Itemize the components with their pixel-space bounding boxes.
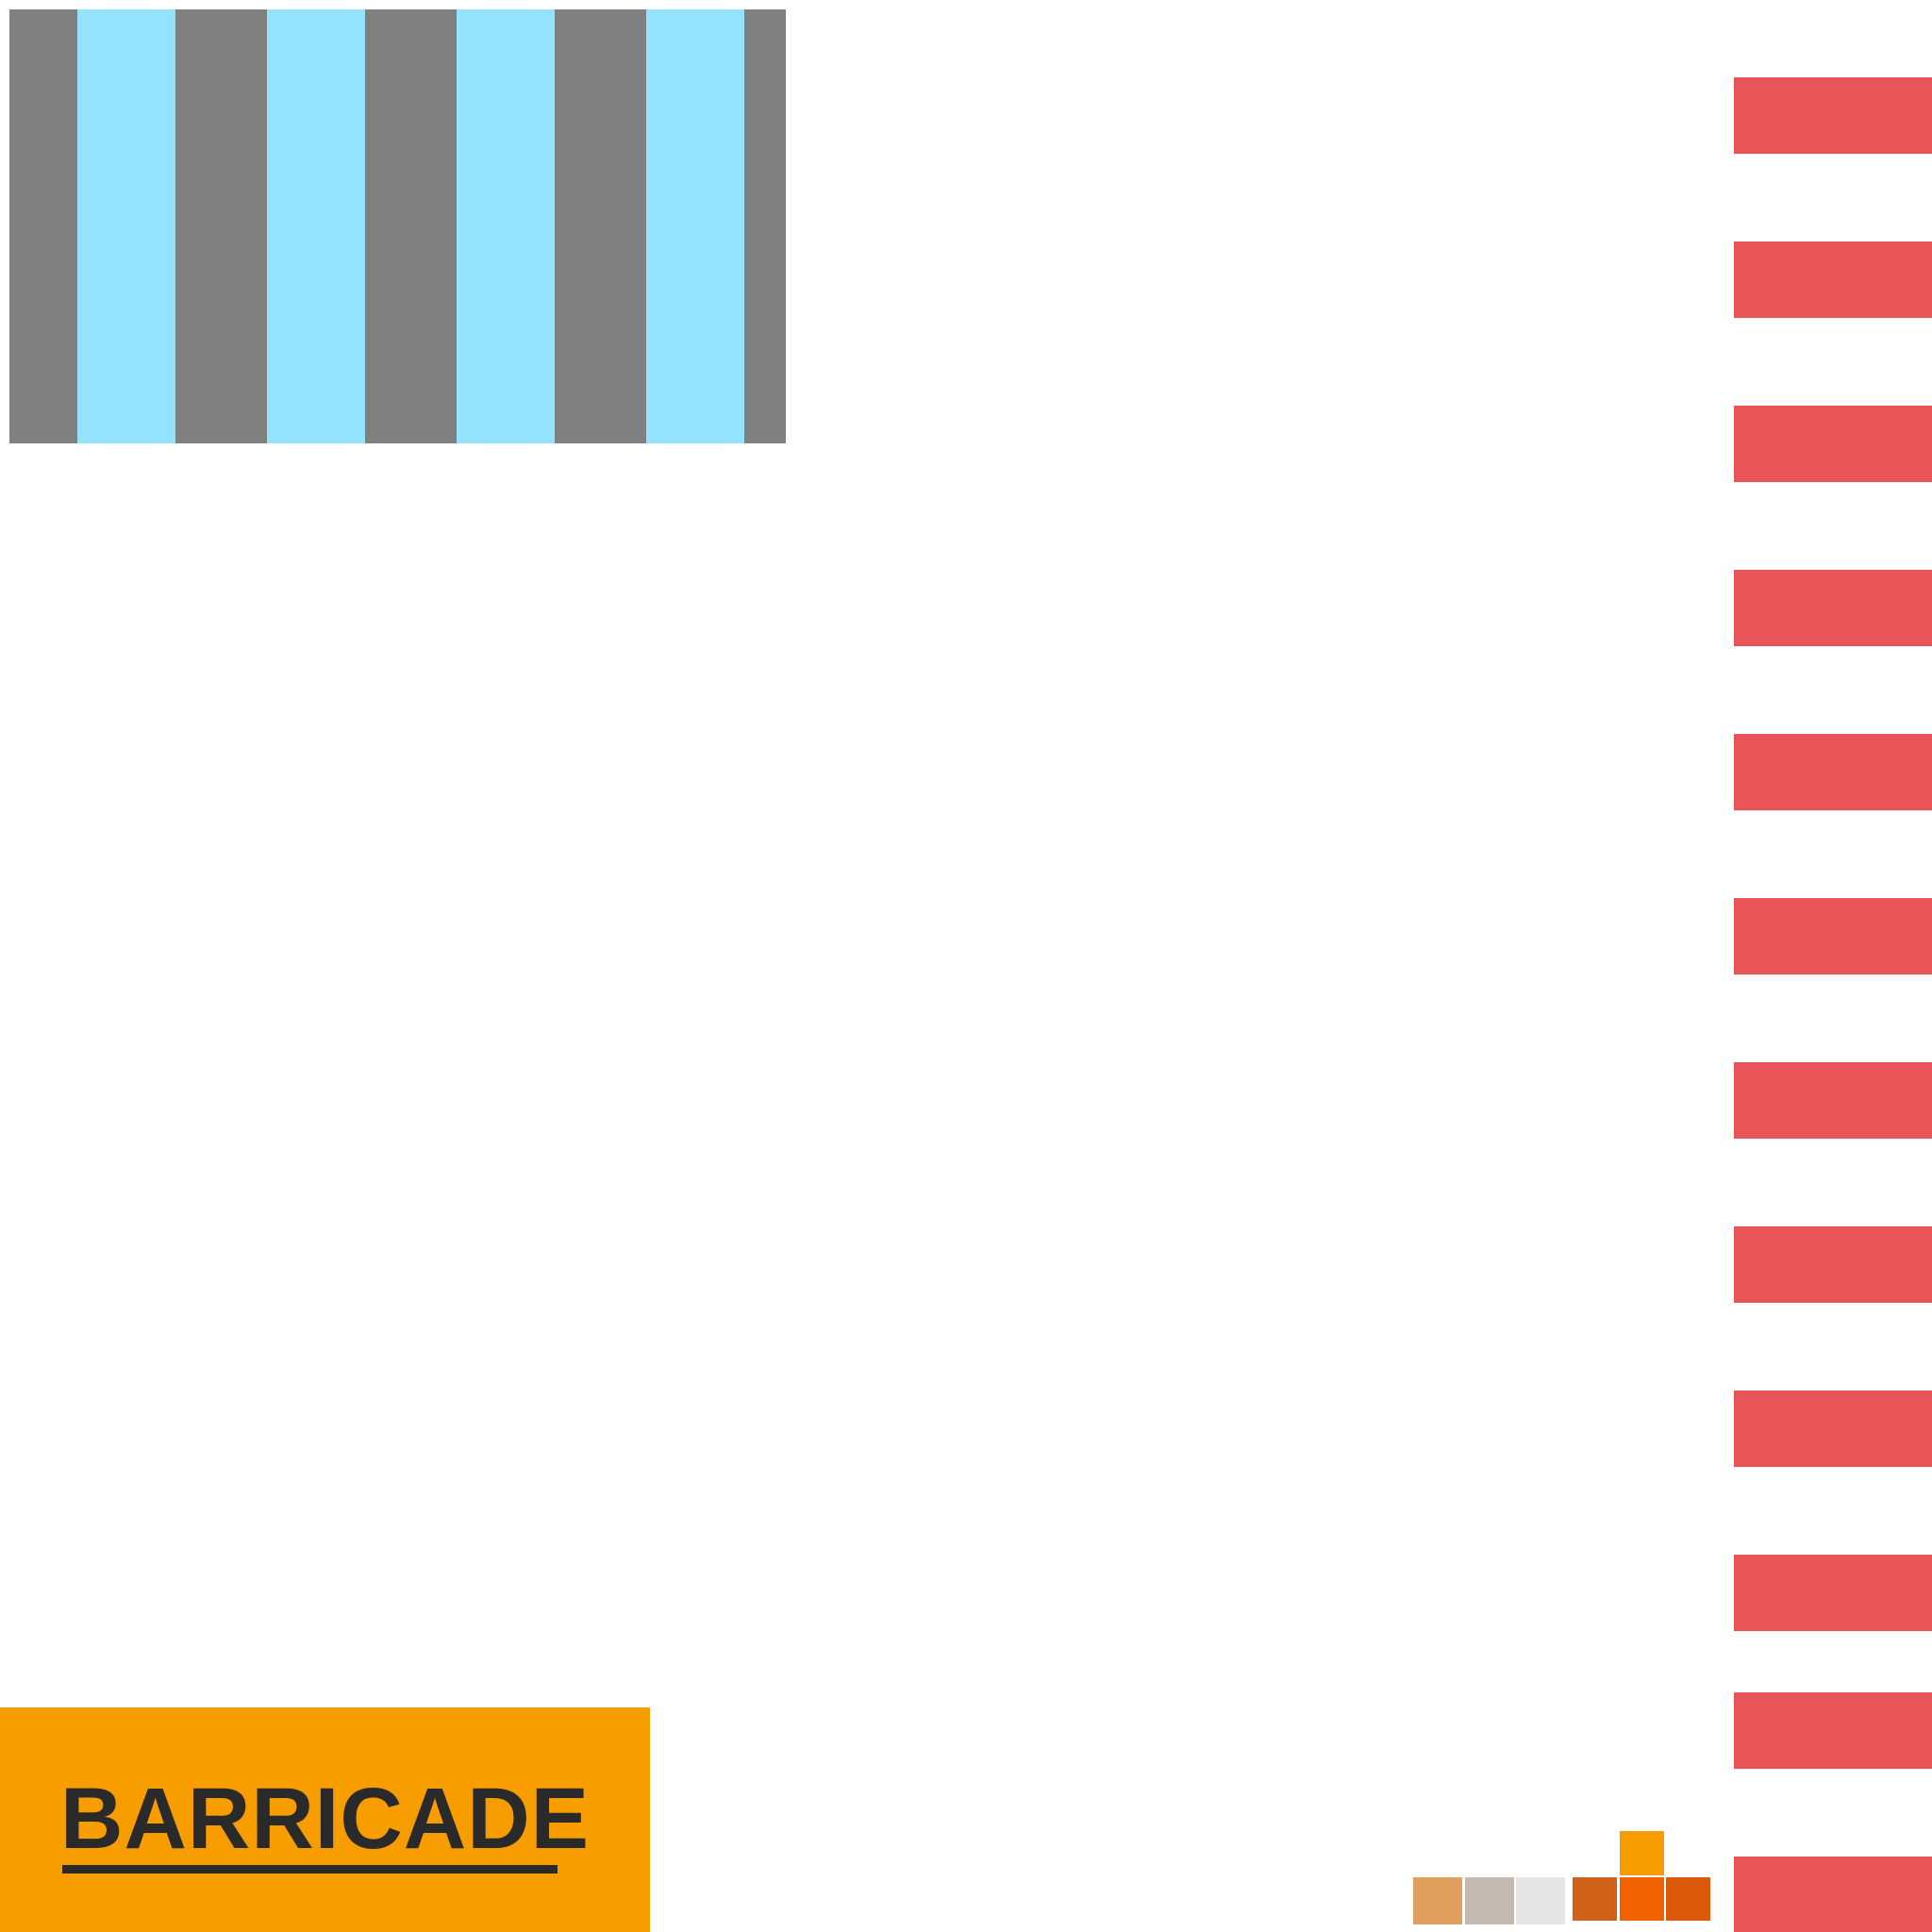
rail-dash [1734, 1062, 1932, 1139]
rail-dash [1734, 1555, 1932, 1631]
rail-dash [1734, 77, 1932, 154]
rail-dash [1734, 1857, 1932, 1932]
swatch-burnt-orange [1573, 1877, 1617, 1921]
swatch-bright-orange [1620, 1877, 1664, 1921]
rail-dash [1734, 1226, 1932, 1303]
swatch-light-gray [1516, 1877, 1565, 1924]
stripe [9, 9, 77, 443]
rail-dash [1734, 1692, 1932, 1769]
rail-dash [1734, 1391, 1932, 1467]
stripe [555, 9, 646, 443]
title-underline [62, 1865, 558, 1874]
stripe [175, 9, 267, 443]
rail-dash [1734, 570, 1932, 646]
stripe [646, 9, 744, 443]
rail-dash [1734, 734, 1932, 810]
swatch-tan [1413, 1877, 1462, 1924]
stripe [365, 9, 457, 443]
stripe [744, 9, 786, 443]
swatch-dark-orange [1666, 1877, 1710, 1921]
barricade-title: BARRICADE [60, 1771, 590, 1867]
rail-dash [1734, 898, 1932, 974]
stripe [267, 9, 365, 443]
stripe [457, 9, 555, 443]
stripe [77, 9, 175, 443]
rail-dash [1734, 242, 1932, 318]
barricade-sign: BARRICADE [0, 1707, 650, 1932]
rail-dash [1734, 406, 1932, 482]
striped-panel [9, 9, 786, 443]
swatch-taupe [1465, 1877, 1514, 1924]
swatch-amber [1620, 1831, 1664, 1875]
